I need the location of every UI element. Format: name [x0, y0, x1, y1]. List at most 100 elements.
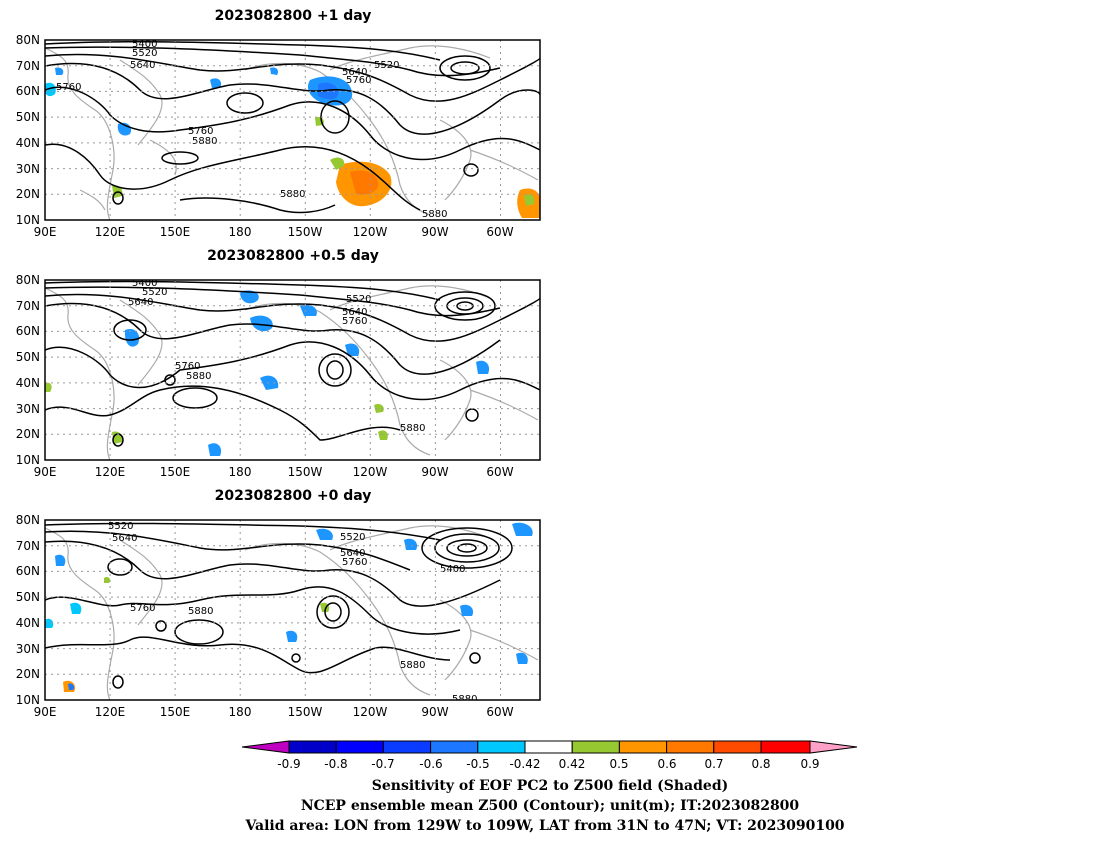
lon-tick-label: 90E [34, 705, 57, 719]
lon-tick-label: 90E [34, 465, 57, 479]
contour-label: 5520 [108, 521, 133, 532]
map-frame [44, 39, 541, 221]
colorbar-box [618, 740, 668, 754]
contour-label: 5760 [346, 75, 371, 86]
caption-line-1: Sensitivity of EOF PC2 to Z500 field (Sh… [372, 778, 728, 794]
lat-tick-label: 70N [16, 539, 40, 553]
lat-tick-label: 30N [16, 642, 40, 656]
colorbar-ticks: -0.9 -0.8 -0.7 -0.6 -0.5 -0.42 0.42 0.5 … [277, 757, 819, 771]
lat-tick-label: 80N [16, 33, 40, 47]
colorbar-box [713, 740, 762, 754]
contour-label: 5640 [340, 548, 365, 559]
lon-tick-label: 120W [353, 465, 388, 479]
contour-label: 5640 [342, 67, 367, 78]
lat-axis: 80N 70N 60N 50N 40N 30N 20N 10N [16, 273, 40, 467]
lon-tick-label: 180 [229, 225, 252, 239]
contour-label: 5520 [374, 60, 399, 71]
gridlines [45, 40, 540, 220]
colorbar-box [382, 740, 432, 754]
contour-label: 5520 [132, 48, 157, 59]
lon-axis: 90E 120E 150E 180 150W 120W 90W 60W [34, 225, 514, 239]
colorbar-left-arrow [241, 740, 290, 754]
contour-label: 5760 [130, 603, 155, 614]
lon-tick-label: 60W [486, 465, 513, 479]
coastlines [45, 45, 539, 220]
lon-tick-label: 180 [229, 705, 252, 719]
colorbar-tick-label: 0.9 [800, 757, 819, 771]
colorbar-box [430, 740, 479, 754]
lat-tick-label: 40N [16, 376, 40, 390]
panel-1-title: 2023082800 +1 day [215, 8, 372, 24]
lat-tick-label: 70N [16, 299, 40, 313]
lat-tick-label: 60N [16, 324, 40, 338]
lon-tick-label: 120W [353, 705, 388, 719]
lon-tick-label: 120W [353, 225, 388, 239]
map-frame [44, 519, 541, 701]
contour-label: 5880 [192, 136, 217, 147]
contour-label: 5400 [440, 564, 465, 575]
lon-tick-label: 150E [160, 465, 191, 479]
colorbar-tick-label: 0.42 [559, 757, 586, 771]
colorbar-tick-label: 0.6 [657, 757, 676, 771]
lat-tick-label: 50N [16, 110, 40, 124]
figure-caption: Sensitivity of EOF PC2 to Z500 field (Sh… [244, 778, 844, 834]
colorbar-box [524, 740, 573, 754]
contour-label: 5520 [142, 287, 167, 298]
lon-tick-label: 150W [288, 705, 323, 719]
colorbar-tick-label: 0.8 [751, 757, 770, 771]
contour-label: 5760 [56, 82, 81, 93]
gridlines [45, 520, 540, 700]
lon-tick-label: 90W [421, 465, 448, 479]
colorbar-tick-label: -0.42 [509, 757, 540, 771]
sensitivity-shading [45, 290, 490, 456]
colorbar-tick-label: 0.5 [609, 757, 628, 771]
lat-tick-label: 20N [16, 427, 40, 441]
sensitivity-shading [45, 522, 533, 692]
caption-line-3: Valid area: LON from 129W to 109W, LAT f… [244, 818, 844, 834]
lat-tick-label: 50N [16, 590, 40, 604]
colorbar-tick-label: -0.5 [466, 757, 489, 771]
lat-tick-label: 30N [16, 162, 40, 176]
contour-label: 5760 [175, 361, 200, 372]
lon-tick-label: 150E [160, 705, 191, 719]
colorbar-tick-label: -0.7 [371, 757, 394, 771]
lon-axis: 90E 120E 150E 180 150W 120W 90W 60W [34, 705, 514, 719]
contour-labels: 5520 5640 5760 5880 5520 5640 5760 5400 … [108, 521, 477, 705]
lon-tick-label: 90W [421, 225, 448, 239]
lat-tick-label: 60N [16, 564, 40, 578]
colorbar-tick-label: -0.6 [419, 757, 442, 771]
contour-label: 5640 [128, 297, 153, 308]
colorbar-box [760, 740, 811, 754]
lon-tick-label: 120E [95, 225, 126, 239]
contour-label: 5520 [346, 294, 371, 305]
map-panel-2: 2023082800 +0.5 day [16, 248, 541, 479]
lat-tick-label: 20N [16, 187, 40, 201]
colorbar-tick-label: -0.8 [324, 757, 347, 771]
lon-tick-label: 90E [34, 225, 57, 239]
colorbar-box [571, 740, 620, 754]
lon-tick-label: 180 [229, 465, 252, 479]
colorbar: -0.9 -0.8 -0.7 -0.6 -0.5 -0.42 0.42 0.5 … [241, 740, 858, 771]
lat-tick-label: 30N [16, 402, 40, 416]
contour-label: 5880 [188, 606, 213, 617]
lon-tick-label: 60W [486, 705, 513, 719]
panel-3-title: 2023082800 +0 day [215, 488, 372, 504]
lon-tick-label: 150E [160, 225, 191, 239]
contour-label: 5400 [132, 39, 157, 50]
lon-tick-label: 120E [95, 465, 126, 479]
colorbar-box [477, 740, 526, 754]
panel-2-title: 2023082800 +0.5 day [207, 248, 379, 264]
gridlines [45, 280, 540, 460]
lat-tick-label: 70N [16, 59, 40, 73]
lon-tick-label: 150W [288, 465, 323, 479]
lon-tick-label: 150W [288, 225, 323, 239]
lon-tick-label: 60W [486, 225, 513, 239]
lat-tick-label: 80N [16, 513, 40, 527]
lat-tick-label: 20N [16, 667, 40, 681]
contour-label: 5880 [452, 694, 477, 705]
colorbar-right-arrow [809, 740, 858, 754]
lat-tick-label: 10N [16, 693, 40, 707]
lon-tick-label: 120E [95, 705, 126, 719]
contour-label: 5880 [400, 423, 425, 434]
